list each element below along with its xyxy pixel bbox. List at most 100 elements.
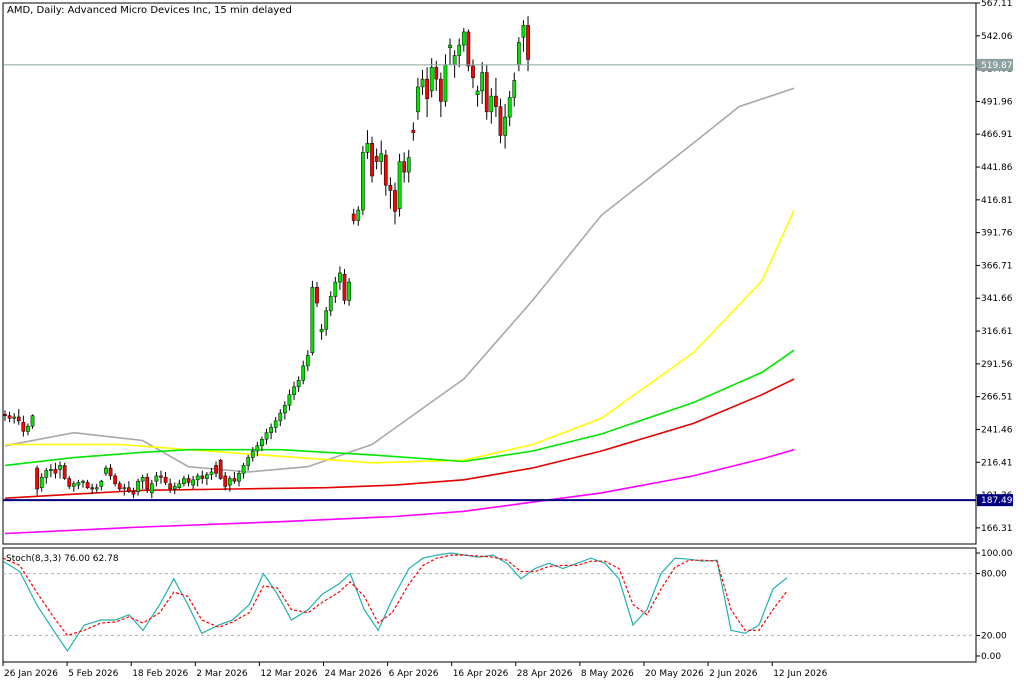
candle-body-bull xyxy=(301,365,306,381)
candle-body-bear xyxy=(214,465,218,474)
candle-body-bull xyxy=(521,25,526,38)
candle xyxy=(209,468,214,480)
candle-body-bull xyxy=(305,355,310,367)
candle xyxy=(250,447,255,462)
candle-body-bull xyxy=(457,44,462,56)
candle-body-bull xyxy=(347,281,351,301)
candle-body-bear xyxy=(21,421,26,432)
candle-body-bull xyxy=(448,44,452,48)
candle-body-bear xyxy=(383,154,388,186)
candle-body-bull xyxy=(264,432,269,440)
candle xyxy=(434,60,439,91)
candle-body-bear xyxy=(117,483,122,490)
candle-body-bear xyxy=(370,143,374,177)
candle-body-bull xyxy=(517,42,521,65)
candle xyxy=(383,149,388,196)
candle xyxy=(283,401,287,420)
candle-body-bull xyxy=(227,478,232,486)
candle-body-bull xyxy=(26,425,30,432)
candle-body-bear xyxy=(35,467,39,490)
candle xyxy=(145,473,150,493)
candle xyxy=(439,72,443,118)
candle xyxy=(526,16,530,72)
candle-body-bear xyxy=(471,65,475,79)
candle-body-bull xyxy=(416,86,420,113)
candle xyxy=(406,149,411,183)
candle-body-bear xyxy=(67,478,72,487)
candle-body-bull xyxy=(452,55,457,65)
candle-body-bull xyxy=(241,465,246,474)
candle xyxy=(12,413,17,424)
date-tick-label: 28 Apr 2026 xyxy=(517,669,573,679)
candle-body-bull xyxy=(443,64,448,102)
stochastic-signal-line xyxy=(3,554,788,637)
candle-body-bull xyxy=(191,479,195,486)
candle-body-bear xyxy=(434,67,439,80)
candle xyxy=(347,278,351,306)
candle-body-bear xyxy=(484,72,489,113)
candle xyxy=(411,122,416,141)
candle-body-bull xyxy=(379,153,384,162)
price-tick-label: 291.56 xyxy=(981,360,1013,370)
candle-body-bull xyxy=(324,310,329,330)
stochastic-pane-frame xyxy=(2,547,977,663)
stochastic-tick-label: 100.00 xyxy=(981,549,1013,559)
candle-body-bull xyxy=(461,31,466,46)
candle-body-bull xyxy=(39,476,44,488)
candle xyxy=(301,360,306,385)
candle xyxy=(172,482,177,495)
candle-body-bull xyxy=(246,457,251,466)
candle-body-bear xyxy=(62,465,67,479)
candle xyxy=(108,464,113,480)
main-price-pane[interactable]: 567.11542.06517.01491.96466.91441.86416.… xyxy=(2,0,1013,545)
price-level-marker xyxy=(977,58,1013,71)
candle xyxy=(484,64,489,120)
candle xyxy=(374,148,379,170)
candle xyxy=(117,481,122,492)
candle-body-bear xyxy=(3,414,7,416)
candle-body-bull xyxy=(361,152,365,211)
candle-body-bear xyxy=(186,478,191,483)
candle-body-bull xyxy=(76,482,81,486)
candle xyxy=(494,77,498,118)
candle-body-bear xyxy=(53,469,58,474)
candle xyxy=(507,90,512,127)
candle xyxy=(361,145,365,216)
candle xyxy=(379,140,384,175)
price-tick-label: 491.96 xyxy=(981,97,1013,107)
price-tick-label: 266.51 xyxy=(981,393,1013,403)
date-tick-label: 24 Mar 2026 xyxy=(325,669,382,679)
candle xyxy=(498,98,503,144)
candle xyxy=(461,28,466,52)
candle xyxy=(3,410,7,421)
date-tick-label: 16 Apr 2026 xyxy=(453,669,509,679)
candle xyxy=(388,177,393,209)
candle xyxy=(131,487,136,499)
price-level-label: 187.49 xyxy=(981,496,1013,506)
candle-body-bull xyxy=(58,465,62,470)
candle xyxy=(420,69,425,95)
candle-body-bear xyxy=(168,483,173,490)
candle xyxy=(218,458,223,480)
candle xyxy=(315,282,319,307)
candle xyxy=(310,280,315,356)
stochastic-pane[interactable]: 100.00 80.00 20.00 0.00 Stoch(8,3,3) 76.00 … xyxy=(2,547,1013,663)
candle-body-bear xyxy=(393,190,397,212)
main-pane-frame xyxy=(2,2,977,545)
candle-body-bull xyxy=(503,116,507,136)
candle xyxy=(246,454,251,471)
horizontal-lines xyxy=(3,64,976,502)
candle-body-bear xyxy=(145,476,150,490)
candle-body-bull xyxy=(319,328,324,333)
candle-body-bear xyxy=(439,78,443,102)
candle xyxy=(292,381,296,400)
candle-body-bull xyxy=(149,483,154,494)
candle-body-bull xyxy=(420,78,425,88)
candle xyxy=(365,130,370,159)
candle-body-bull xyxy=(429,67,434,92)
candle xyxy=(159,470,163,484)
candle xyxy=(113,473,117,487)
candle xyxy=(26,423,30,436)
